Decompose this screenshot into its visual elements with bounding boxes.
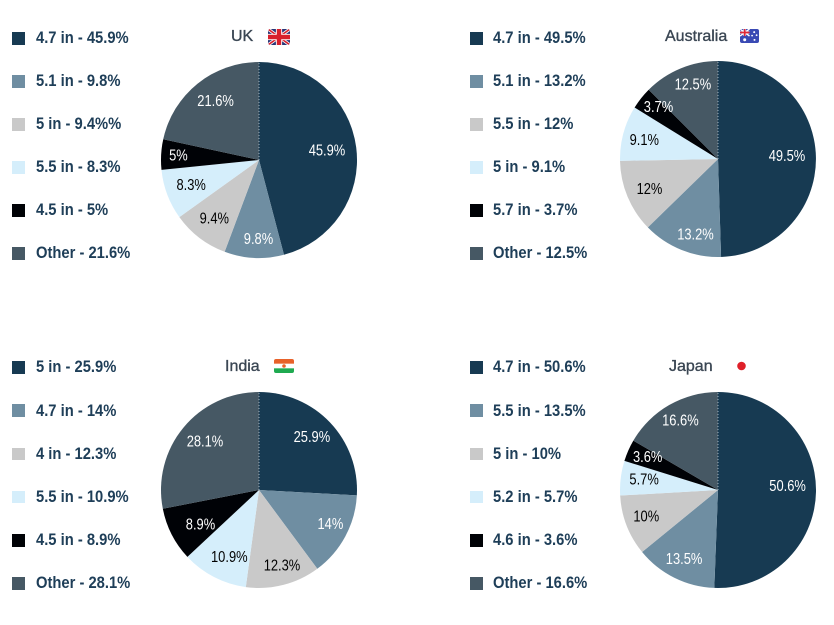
- svg-text:8.3%: 8.3%: [177, 177, 207, 194]
- svg-text:45.9%: 45.9%: [309, 143, 346, 160]
- svg-text:16.6%: 16.6%: [662, 412, 699, 429]
- svg-text:9.1%: 9.1%: [630, 132, 660, 149]
- svg-text:49.5%: 49.5%: [769, 148, 806, 165]
- svg-text:12.5%: 12.5%: [675, 76, 712, 93]
- svg-text:9.8%: 9.8%: [244, 231, 274, 248]
- svg-text:28.1%: 28.1%: [187, 434, 224, 451]
- svg-text:14%: 14%: [318, 516, 344, 533]
- svg-text:25.9%: 25.9%: [294, 429, 331, 446]
- svg-text:13.2%: 13.2%: [677, 227, 714, 244]
- svg-text:10.9%: 10.9%: [211, 549, 248, 566]
- svg-text:3.6%: 3.6%: [633, 449, 663, 466]
- svg-text:13.5%: 13.5%: [666, 551, 703, 568]
- svg-text:5.7%: 5.7%: [629, 472, 659, 489]
- svg-text:50.6%: 50.6%: [769, 478, 806, 495]
- svg-text:21.6%: 21.6%: [197, 93, 234, 110]
- svg-text:8.9%: 8.9%: [186, 516, 216, 533]
- svg-text:9.4%: 9.4%: [200, 210, 230, 227]
- svg-text:5%: 5%: [169, 148, 188, 165]
- svg-text:12.3%: 12.3%: [264, 557, 301, 574]
- svg-text:12%: 12%: [637, 181, 663, 198]
- svg-text:10%: 10%: [633, 509, 659, 526]
- svg-text:3.7%: 3.7%: [644, 99, 674, 116]
